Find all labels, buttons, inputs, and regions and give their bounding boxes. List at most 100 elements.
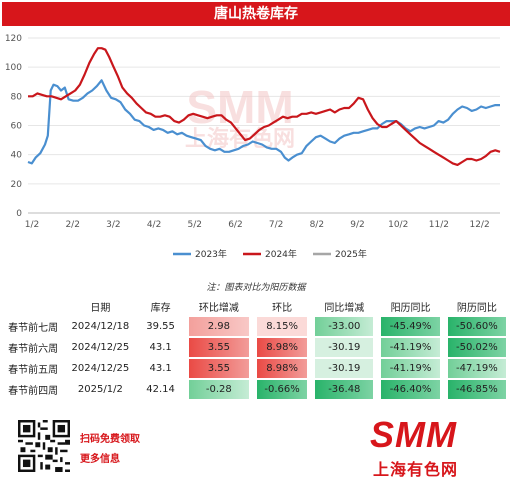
row-stock: 42.14 xyxy=(146,384,175,395)
col-header-wow-change: 环比增减 xyxy=(198,302,239,314)
row-yoy-change: -30.19 xyxy=(315,338,374,357)
legend-label: 2025年 xyxy=(335,248,367,260)
x-tick-label: 10/2 xyxy=(388,220,408,230)
row-date: 2025/1/2 xyxy=(77,384,123,395)
row-date: 2024/12/25 xyxy=(71,363,130,374)
col-header-label xyxy=(2,297,64,315)
smm-logo-cn: 上海有色网 xyxy=(373,460,459,479)
chart-note: 注：图表对比为阳历数据 xyxy=(206,283,306,293)
x-tick-label: 5/2 xyxy=(188,220,202,230)
x-tick-label: 6/2 xyxy=(228,220,242,230)
footer: 扫码免费领取 更多信息 SMM 上海有色网 xyxy=(0,414,512,491)
row-lunar-yoy: -46.85% xyxy=(447,380,506,399)
legend-label: 2024年 xyxy=(265,248,297,260)
chart-series xyxy=(27,47,501,166)
row-wow-change: 3.55 xyxy=(188,338,249,357)
x-tick-label: 7/2 xyxy=(269,220,283,230)
col-header-solar-yoy: 阳历同比 xyxy=(390,302,431,314)
row-wow-change-cell: 3.55 xyxy=(185,338,253,357)
y-tick-label: 60 xyxy=(11,122,23,132)
row-solar-yoy: -45.49% xyxy=(381,317,440,336)
x-tick-label: 12/2 xyxy=(469,220,489,230)
x-tick-label: 11/2 xyxy=(429,220,449,230)
row-wow-cell: 8.15% xyxy=(253,317,311,336)
y-tick-label: 0 xyxy=(16,209,22,219)
table-row: 春节前五周 2024/12/25 43.1 3.55 8.98% -30.19 … xyxy=(2,359,510,378)
col-header-stock: 库存 xyxy=(150,302,171,314)
y-axis-ticks: 0 20 40 60 80 100 120 xyxy=(5,34,22,219)
chart-title: 唐山热卷库存 xyxy=(2,2,510,26)
row-date: 2024/12/18 xyxy=(71,321,130,332)
row-yoy-change: -30.19 xyxy=(315,359,374,378)
col-header-date: 日期 xyxy=(90,302,111,314)
x-tick-label: 2/2 xyxy=(65,220,79,230)
y-tick-label: 120 xyxy=(5,34,22,44)
y-tick-label: 80 xyxy=(11,92,23,102)
row-solar-yoy: -41.19% xyxy=(381,359,440,378)
row-wow: -0.66% xyxy=(256,380,308,399)
row-solar-yoy: -41.19% xyxy=(381,338,440,357)
row-wow-change: -0.28 xyxy=(188,380,249,399)
chart-legend: 2023年 2024年 2025年 xyxy=(173,248,367,260)
legend-label: 2023年 xyxy=(195,248,227,260)
watermark-smm: SMM xyxy=(186,81,293,133)
row-lunar-yoy: -50.60% xyxy=(447,317,506,336)
y-tick-label: 20 xyxy=(11,180,23,190)
y-tick-label: 40 xyxy=(11,151,23,161)
row-yoy-change-cell: -30.19 xyxy=(311,359,377,378)
row-stock: 43.1 xyxy=(149,342,172,353)
chart-grid xyxy=(28,37,500,214)
x-tick-label: 8/2 xyxy=(310,220,324,230)
row-wow: 8.15% xyxy=(256,317,308,336)
col-header-wow: 环比 xyxy=(272,302,293,314)
table-header-row: 日期 库存 环比增减 环比 同比增减 阳历同比 阴历同比 xyxy=(2,297,510,315)
row-label: 春节前五周 xyxy=(8,365,59,376)
row-wow-change-cell: -0.28 xyxy=(185,380,253,399)
row-wow-change: 2.98 xyxy=(188,317,249,336)
row-solar-yoy-cell: -41.19% xyxy=(377,338,443,357)
row-lunar-yoy-cell: -50.02% xyxy=(444,338,510,357)
row-lunar-yoy: -47.19% xyxy=(447,359,506,378)
table-row: 春节前七周 2024/12/18 39.55 2.98 8.15% -33.00… xyxy=(2,317,510,336)
row-yoy-change-cell: -36.48 xyxy=(311,380,377,399)
table-row: 春节前六周 2024/12/25 43.1 3.55 8.98% -30.19 … xyxy=(2,338,510,357)
row-wow: 8.98% xyxy=(256,359,308,378)
y-tick-label: 100 xyxy=(5,63,22,73)
row-wow-change-cell: 3.55 xyxy=(185,359,253,378)
row-solar-yoy-cell: -46.40% xyxy=(377,380,443,399)
promo-line-1: 扫码免费领取 xyxy=(80,434,140,445)
row-solar-yoy-cell: -41.19% xyxy=(377,359,443,378)
row-wow: 8.98% xyxy=(256,338,308,357)
smm-logo: SMM xyxy=(370,414,457,455)
row-yoy-change-cell: -30.19 xyxy=(311,338,377,357)
row-yoy-change: -36.48 xyxy=(315,380,374,399)
row-solar-yoy: -46.40% xyxy=(381,380,440,399)
row-wow-cell: 8.98% xyxy=(253,359,311,378)
row-lunar-yoy: -50.02% xyxy=(447,338,506,357)
row-wow-cell: 8.98% xyxy=(253,338,311,357)
series-line-1 xyxy=(28,47,501,166)
row-label: 春节前六周 xyxy=(8,344,59,355)
qr-code-icon[interactable] xyxy=(18,420,70,472)
row-lunar-yoy-cell: -47.19% xyxy=(444,359,510,378)
inventory-table: 日期 库存 环比增减 环比 同比增减 阳历同比 阴历同比 春节前七周 2024/… xyxy=(2,295,510,401)
row-yoy-change: -33.00 xyxy=(315,317,374,336)
promo-line-2: 更多信息 xyxy=(80,454,120,465)
row-yoy-change-cell: -33.00 xyxy=(311,317,377,336)
col-header-yoy-change: 同比增减 xyxy=(324,302,365,314)
row-label: 春节前四周 xyxy=(8,386,59,397)
row-wow-cell: -0.66% xyxy=(253,380,311,399)
table-row: 春节前四周 2025/1/2 42.14 -0.28 -0.66% -36.48… xyxy=(2,380,510,399)
row-wow-change-cell: 2.98 xyxy=(185,317,253,336)
row-date: 2024/12/25 xyxy=(71,342,130,353)
x-tick-label: 9/2 xyxy=(350,220,364,230)
x-tick-label: 1/2 xyxy=(25,220,39,230)
row-lunar-yoy-cell: -50.60% xyxy=(444,317,510,336)
x-tick-label: 4/2 xyxy=(147,220,161,230)
x-tick-label: 3/2 xyxy=(106,220,120,230)
row-stock: 39.55 xyxy=(146,321,175,332)
x-axis-ticks: 1/2 2/2 3/2 4/2 5/2 6/2 7/2 8/2 9/2 10/2 11/2 12/2 xyxy=(25,220,490,230)
row-wow-change: 3.55 xyxy=(188,359,249,378)
row-lunar-yoy-cell: -46.85% xyxy=(444,380,510,399)
